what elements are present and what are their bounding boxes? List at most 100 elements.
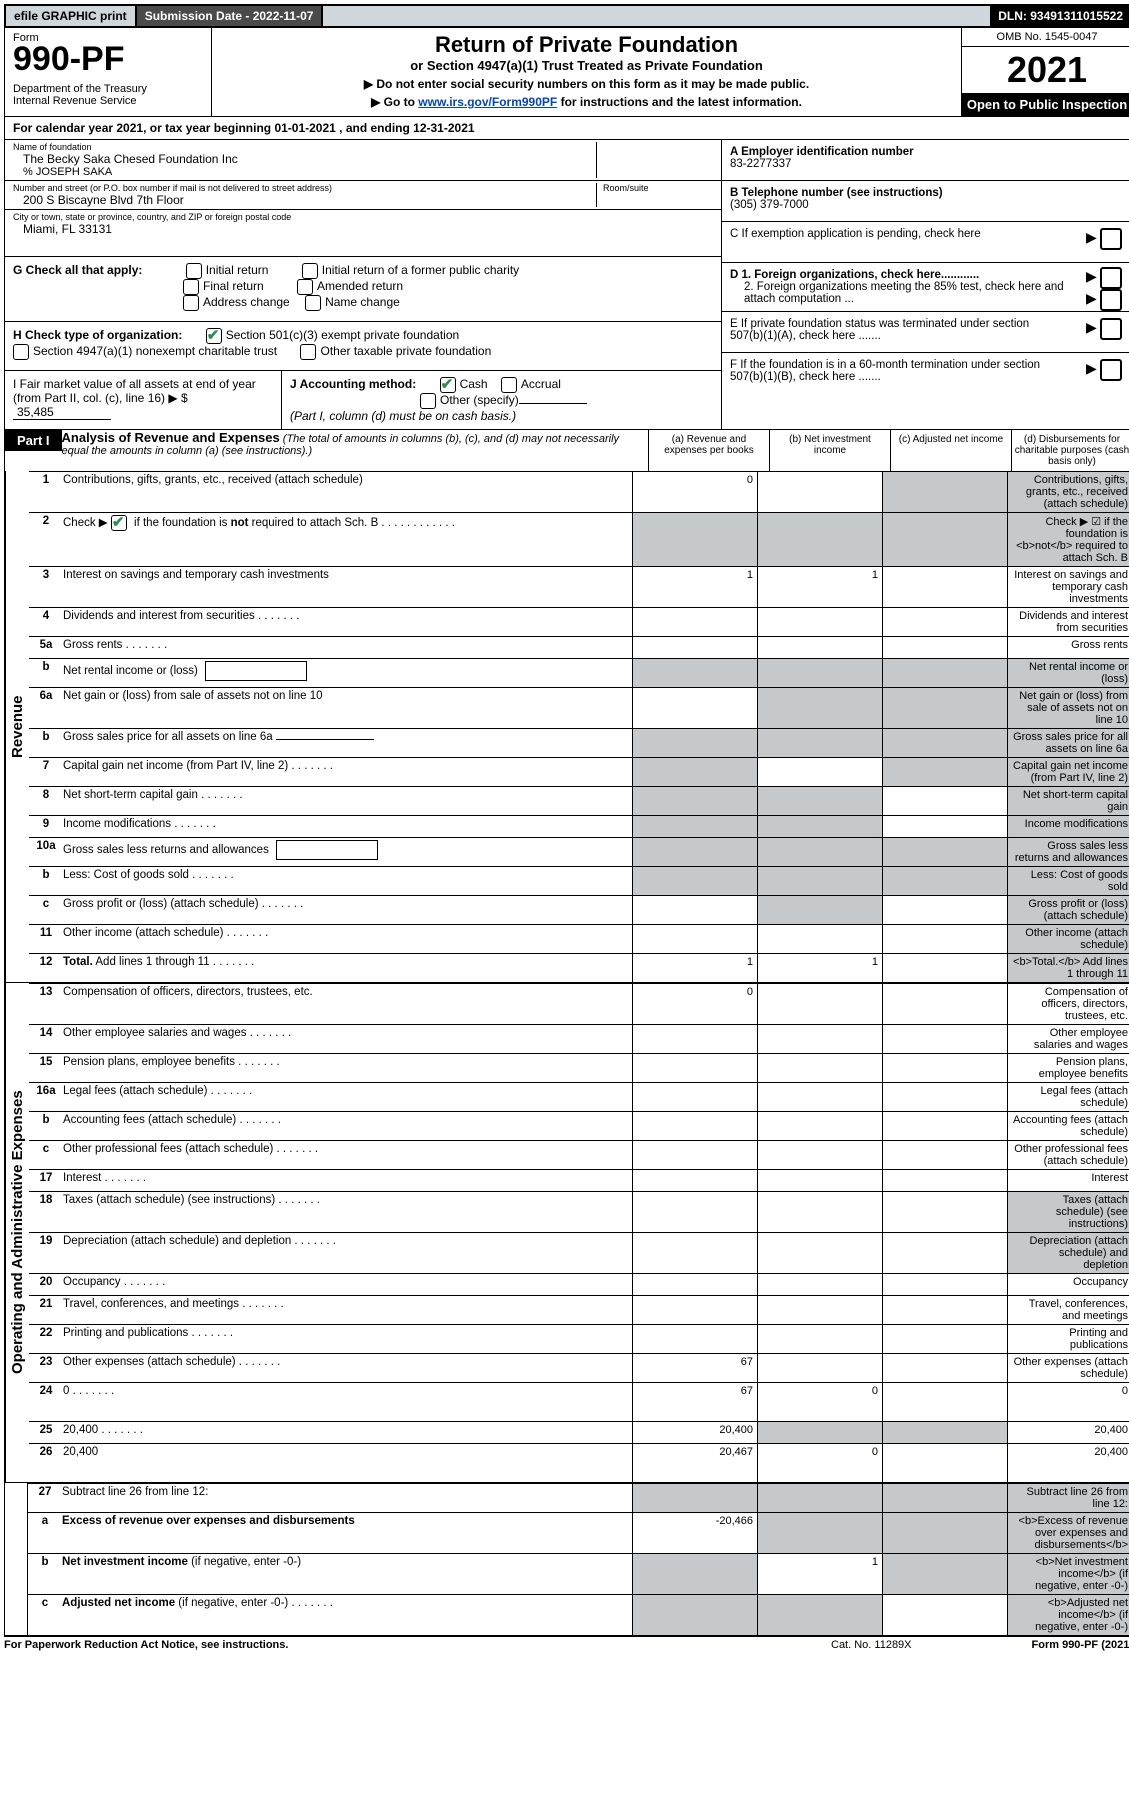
line-row: 240 . . . . . . .6700 bbox=[29, 1382, 1129, 1421]
cell-a bbox=[632, 838, 757, 866]
cb-other-taxable[interactable] bbox=[300, 344, 316, 360]
cell-b bbox=[757, 1325, 882, 1353]
cell-d: <b>Adjusted net income</b> (if negative,… bbox=[1007, 1595, 1129, 1635]
efile-label[interactable]: efile GRAPHIC print bbox=[6, 6, 137, 26]
cell-d: Compensation of officers, directors, tru… bbox=[1007, 984, 1129, 1024]
line-number: 10a bbox=[29, 838, 63, 866]
cell-c bbox=[882, 1141, 1007, 1169]
j-label: J Accounting method: bbox=[290, 377, 416, 391]
cell-d: 20,400 bbox=[1007, 1422, 1129, 1443]
cell-d: Dividends and interest from securities bbox=[1007, 608, 1129, 636]
cell-a bbox=[632, 867, 757, 895]
cell-a bbox=[632, 1141, 757, 1169]
cb-d2[interactable] bbox=[1100, 289, 1122, 311]
cb-501c3[interactable] bbox=[206, 328, 222, 344]
cb-final-return[interactable] bbox=[183, 279, 199, 295]
cb-f[interactable] bbox=[1100, 359, 1122, 381]
cell-b: 1 bbox=[757, 1554, 882, 1594]
irs-link[interactable]: www.irs.gov/Form990PF bbox=[418, 95, 557, 109]
cell-c bbox=[882, 1484, 1007, 1512]
line-number: 4 bbox=[29, 608, 63, 636]
line-number: b bbox=[29, 659, 63, 687]
cell-c bbox=[882, 567, 1007, 607]
line-number: 26 bbox=[29, 1444, 63, 1482]
line-number: 17 bbox=[29, 1170, 63, 1191]
cb-cash[interactable] bbox=[440, 377, 456, 393]
cell-b bbox=[757, 1484, 882, 1512]
line-number: 2 bbox=[29, 513, 63, 566]
line-desc: Net investment income (if negative, ente… bbox=[62, 1554, 632, 1594]
cell-c bbox=[882, 1083, 1007, 1111]
cell-c bbox=[882, 1170, 1007, 1191]
line-row: 2620,40020,467020,400 bbox=[29, 1443, 1129, 1482]
cell-c bbox=[882, 1025, 1007, 1053]
opt-accrual: Accrual bbox=[521, 377, 561, 391]
cb-e[interactable] bbox=[1100, 318, 1122, 340]
cell-d: Depreciation (attach schedule) and deple… bbox=[1007, 1233, 1129, 1273]
cell-b: 0 bbox=[757, 1383, 882, 1421]
form-header: Form 990-PF Department of the Treasury I… bbox=[4, 28, 1129, 117]
line-row: 17Interest . . . . . . .Interest bbox=[29, 1169, 1129, 1191]
cell-c bbox=[882, 1422, 1007, 1443]
cb-amended[interactable] bbox=[297, 279, 313, 295]
cb-initial-return[interactable] bbox=[186, 263, 202, 279]
line-number: 3 bbox=[29, 567, 63, 607]
a-label: A Employer identification number bbox=[730, 146, 914, 158]
col-b-hdr: (b) Net investment income bbox=[769, 430, 890, 471]
line-desc: Less: Cost of goods sold . . . . . . . bbox=[63, 867, 632, 895]
line-desc: Compensation of officers, directors, tru… bbox=[63, 984, 632, 1024]
tax-year: 2021 bbox=[962, 47, 1129, 93]
footer-right: Form 990-PF (2021) bbox=[1032, 1639, 1129, 1651]
cell-b bbox=[757, 637, 882, 658]
cell-c bbox=[882, 688, 1007, 728]
cb-initial-public[interactable] bbox=[302, 263, 318, 279]
cell-d: Printing and publications bbox=[1007, 1325, 1129, 1353]
line-desc: Total. Add lines 1 through 11 . . . . . … bbox=[63, 954, 632, 982]
cb-c[interactable] bbox=[1100, 228, 1122, 250]
calendar-year-row: For calendar year 2021, or tax year begi… bbox=[4, 117, 1129, 140]
cell-a: 20,400 bbox=[632, 1422, 757, 1443]
cell-b bbox=[757, 925, 882, 953]
dln-label: DLN: 93491311015522 bbox=[990, 6, 1129, 26]
line-number: c bbox=[29, 1141, 63, 1169]
line-row: cGross profit or (loss) (attach schedule… bbox=[29, 895, 1129, 924]
line-row: 15Pension plans, employee benefits . . .… bbox=[29, 1053, 1129, 1082]
cb-sch-b[interactable] bbox=[111, 515, 127, 531]
line-number: 14 bbox=[29, 1025, 63, 1053]
line-row: 1Contributions, gifts, grants, etc., rec… bbox=[29, 471, 1129, 512]
line-number: 9 bbox=[29, 816, 63, 837]
line-number: 21 bbox=[29, 1296, 63, 1324]
cb-d1[interactable] bbox=[1100, 267, 1122, 289]
line-desc: Printing and publications . . . . . . . bbox=[63, 1325, 632, 1353]
cell-c bbox=[882, 513, 1007, 566]
cell-a bbox=[632, 659, 757, 687]
cell-a: 1 bbox=[632, 954, 757, 982]
cb-other-method[interactable] bbox=[420, 393, 436, 409]
cell-c bbox=[882, 659, 1007, 687]
cell-b bbox=[757, 758, 882, 786]
revenue-side-label: Revenue bbox=[5, 471, 29, 982]
line-row: cOther professional fees (attach schedul… bbox=[29, 1140, 1129, 1169]
h-label: H Check type of organization: bbox=[13, 328, 182, 342]
col-c-hdr: (c) Adjusted net income bbox=[890, 430, 1011, 471]
cell-a bbox=[632, 1296, 757, 1324]
cb-address-change[interactable] bbox=[183, 295, 199, 311]
line-desc: Gross profit or (loss) (attach schedule)… bbox=[63, 896, 632, 924]
cell-a bbox=[632, 1025, 757, 1053]
line-number: c bbox=[29, 896, 63, 924]
opt-501c3: Section 501(c)(3) exempt private foundat… bbox=[226, 328, 459, 342]
cell-c bbox=[882, 1354, 1007, 1382]
part1-label: Part I bbox=[5, 430, 62, 451]
line-row: bNet rental income or (loss) Net rental … bbox=[29, 658, 1129, 687]
cell-c bbox=[882, 1054, 1007, 1082]
cb-4947[interactable] bbox=[13, 344, 29, 360]
line-desc: Other employee salaries and wages . . . … bbox=[63, 1025, 632, 1053]
cell-a bbox=[632, 1484, 757, 1512]
cell-c bbox=[882, 472, 1007, 512]
line-number: 7 bbox=[29, 758, 63, 786]
cb-name-change[interactable] bbox=[305, 295, 321, 311]
cell-a bbox=[632, 925, 757, 953]
phone-value: (305) 379-7000 bbox=[730, 199, 809, 211]
cell-a: 1 bbox=[632, 567, 757, 607]
cb-accrual[interactable] bbox=[501, 377, 517, 393]
